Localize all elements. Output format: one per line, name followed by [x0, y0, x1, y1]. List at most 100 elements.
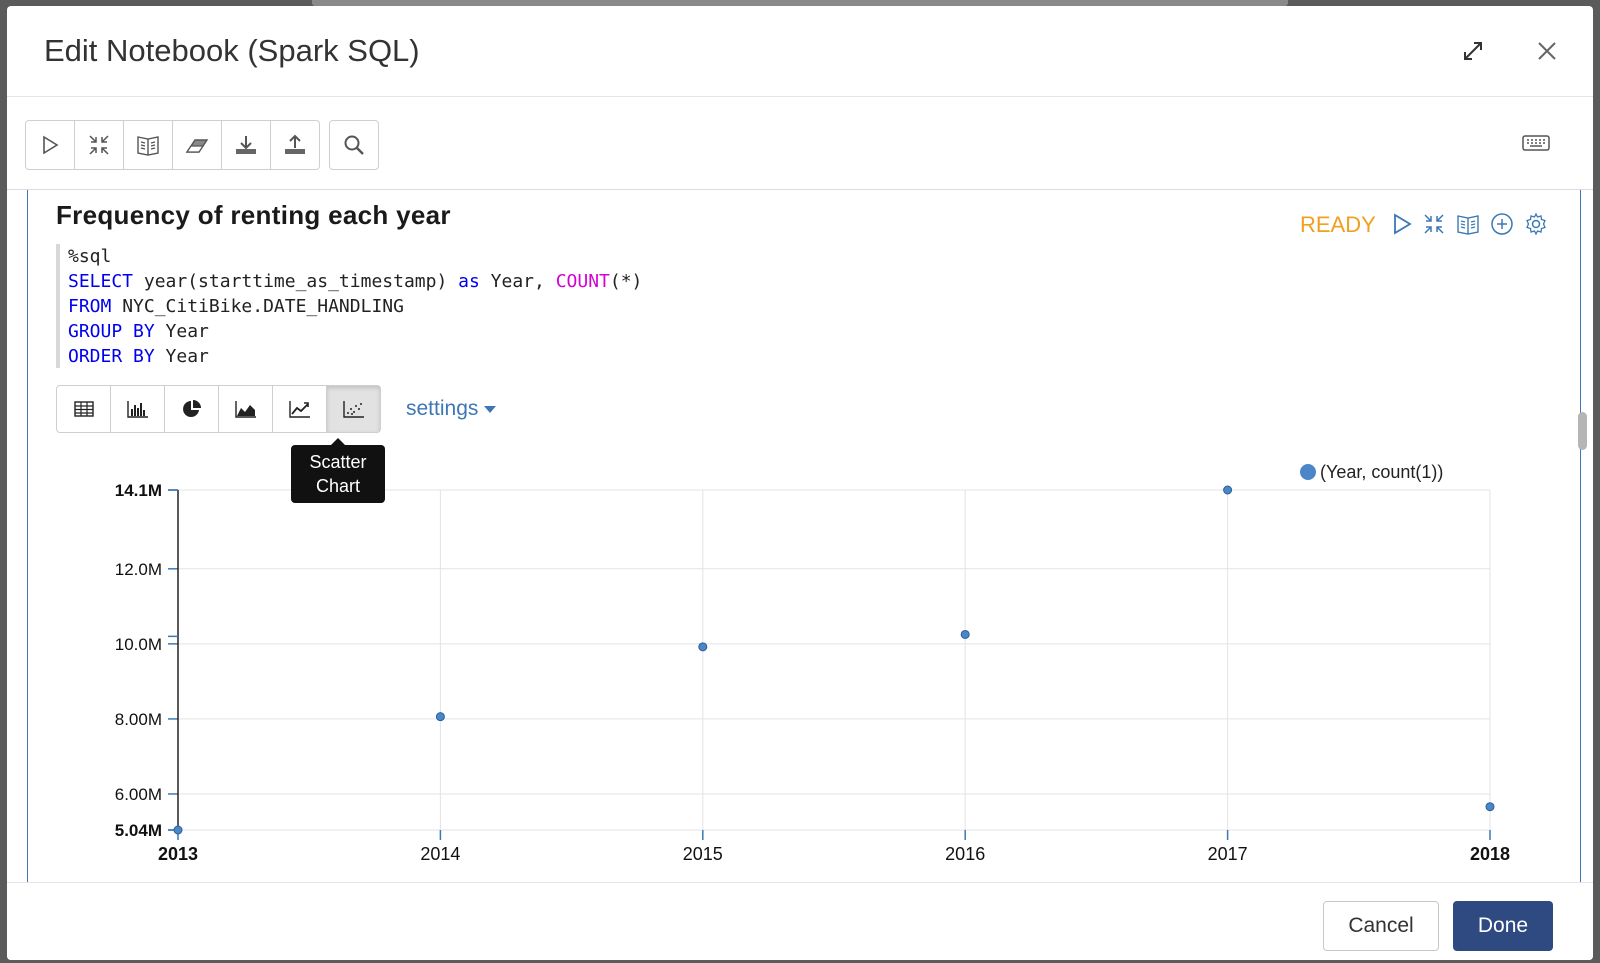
scrollbar-thumb[interactable] [1578, 412, 1587, 450]
cancel-button[interactable]: Cancel [1323, 901, 1439, 951]
code-line: SELECT year(starttime_as_timestamp) as Y… [60, 269, 760, 294]
tooltip-line: Scatter [309, 452, 367, 472]
notebook-toolbar [7, 97, 1593, 190]
chart-points [173, 485, 1495, 835]
collapse-icon [1424, 214, 1444, 234]
code-function: COUNT [555, 271, 610, 292]
scatter-point[interactable] [1485, 802, 1495, 812]
code-keyword: GROUP BY [68, 321, 155, 342]
add-paragraph-button[interactable] [1488, 210, 1516, 238]
scatter-point[interactable] [1223, 485, 1233, 495]
code-keyword: ORDER BY [68, 346, 155, 367]
keyboard-icon[interactable] [1522, 133, 1550, 153]
code-keyword: as [458, 271, 480, 292]
x-tick-label: 2018 [1470, 844, 1510, 864]
y-tick-label: 12.0M [115, 560, 162, 579]
x-tick-label: 2014 [420, 844, 460, 864]
run-paragraph-button[interactable] [1388, 210, 1416, 238]
scatter-point[interactable] [435, 712, 445, 722]
modal-title: Edit Notebook (Spark SQL) [44, 33, 420, 68]
area-chart-button[interactable] [219, 386, 273, 432]
settings-label: settings [406, 397, 479, 420]
notebook-content: Frequency of renting each year READY %sq… [7, 190, 1593, 882]
expand-icon[interactable] [1456, 34, 1490, 68]
clear-output-button[interactable] [173, 121, 222, 169]
play-icon [1394, 213, 1412, 235]
play-icon [43, 135, 59, 155]
book-icon [1457, 215, 1479, 235]
book-icon [137, 136, 159, 156]
scatter-chart-button[interactable] [327, 386, 380, 432]
pie-chart-button[interactable] [165, 386, 219, 432]
caret-down-icon [484, 405, 497, 413]
x-tick-label: 2016 [945, 844, 985, 864]
eraser-icon [185, 139, 209, 153]
collapse-icon [89, 135, 109, 155]
plus-circle-icon [1491, 213, 1513, 235]
code-line: ORDER BY Year [60, 344, 760, 369]
chart-settings-dropdown[interactable]: settings [406, 397, 497, 421]
toolbar-button-group [25, 120, 320, 170]
export-button[interactable] [222, 121, 271, 169]
search-button[interactable] [330, 121, 378, 169]
collapse-all-button[interactable] [75, 121, 124, 169]
chart-legend[interactable]: (Year, count(1)) [1300, 462, 1443, 482]
code-text: %sql [68, 246, 112, 267]
collapse-paragraph-button[interactable] [1420, 210, 1448, 238]
scatter-point[interactable] [960, 629, 970, 639]
visualization-selector [56, 385, 381, 433]
run-all-button[interactable] [26, 121, 75, 169]
y-tick-label: 6.00M [115, 785, 162, 804]
line-chart-button[interactable] [273, 386, 327, 432]
code-line: %sql [60, 244, 760, 269]
paragraph-settings-button[interactable] [1522, 210, 1550, 238]
y-tick-label: 5.04M [115, 821, 162, 840]
code-line: FROM NYC_CitiBike.DATE_HANDLING [60, 294, 760, 319]
toggle-editor-button[interactable] [1454, 210, 1482, 238]
search-button-group [329, 120, 379, 170]
legend-marker [1300, 464, 1316, 480]
area-chart-icon [234, 401, 256, 418]
scatter-point[interactable] [173, 825, 183, 835]
status-badge: READY [1300, 212, 1376, 237]
close-icon[interactable] [1530, 34, 1564, 68]
code-editor[interactable]: %sql SELECT year(starttime_as_timestamp)… [56, 244, 760, 368]
pie-chart-icon [182, 400, 201, 417]
code-text: Year, [479, 271, 556, 292]
scatter-point[interactable] [698, 642, 708, 652]
modal-header: Edit Notebook (Spark SQL) [7, 6, 1593, 97]
edit-notebook-modal: Edit Notebook (Spark SQL) [7, 6, 1593, 960]
x-tick-label: 2013 [158, 844, 198, 864]
table-view-button[interactable] [57, 386, 111, 432]
modal-footer: Cancel Done [7, 882, 1593, 960]
line-chart-icon [288, 401, 310, 418]
download-icon [236, 136, 256, 154]
tooltip-line: Chart [315, 476, 360, 496]
code-text: Year [154, 346, 209, 367]
code-line: GROUP BY Year [60, 319, 760, 344]
show-code-button[interactable] [124, 121, 173, 169]
scatter-chart-icon [342, 401, 364, 418]
code-text: NYC_CitiBike.DATE_HANDLING [111, 296, 404, 317]
code-text: year(starttime_as_timestamp) [133, 271, 459, 292]
x-tick-label: 2015 [683, 844, 723, 864]
code-text: Year [154, 321, 209, 342]
code-text: (*) [609, 271, 643, 292]
code-keyword: FROM [68, 296, 112, 317]
bar-chart-button[interactable] [111, 386, 165, 432]
paragraph-cell[interactable]: Frequency of renting each year READY %sq… [27, 190, 1581, 882]
chart-grid [178, 489, 1491, 831]
done-button[interactable]: Done [1453, 901, 1553, 951]
paragraph-title[interactable]: Frequency of renting each year [56, 200, 451, 230]
gear-icon [1526, 212, 1546, 236]
legend-label: (Year, count(1)) [1320, 462, 1443, 482]
scatter-chart-tooltip: Scatter Chart [291, 438, 385, 503]
x-tick-label: 2017 [1208, 844, 1248, 864]
y-tick-label: 14.1M [115, 481, 162, 500]
upload-icon [285, 134, 305, 154]
import-button[interactable] [271, 121, 319, 169]
table-icon [73, 401, 94, 417]
search-icon [344, 135, 364, 155]
background-window-bar [312, 0, 1288, 6]
scatter-chart: 14.1M 12.0M 10.0M 8.00M 6.00M 5.04M 2013 2014 20… [115, 462, 1510, 864]
